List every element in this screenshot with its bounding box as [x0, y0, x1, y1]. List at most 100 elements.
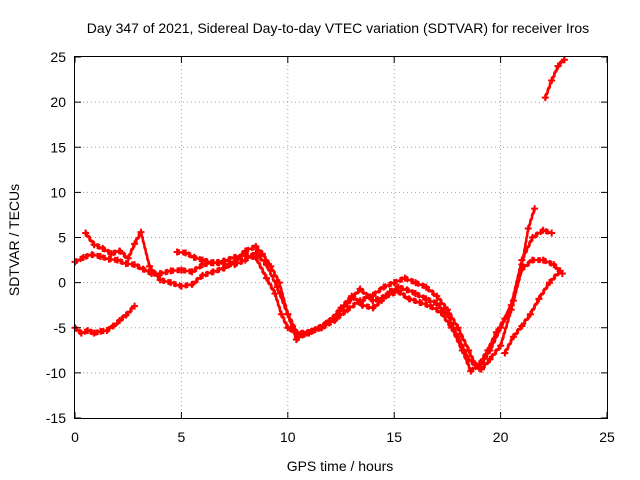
- data-point: [529, 256, 537, 264]
- data-series: [71, 302, 139, 337]
- x-tick-label: 15: [386, 429, 402, 445]
- x-tick-label: 10: [280, 429, 296, 445]
- data-point: [77, 329, 85, 337]
- data-point: [467, 367, 475, 375]
- data-point: [369, 304, 377, 312]
- data-point: [131, 261, 139, 269]
- data-point: [343, 306, 351, 314]
- data-point: [273, 283, 281, 291]
- data-point: [554, 62, 562, 70]
- data-point: [263, 274, 271, 282]
- y-axis-title: SDTVAR / TECUs: [6, 184, 22, 296]
- data-point: [139, 265, 147, 273]
- data-series: [71, 251, 566, 373]
- data-point: [337, 304, 345, 312]
- y-tick-label: 5: [58, 230, 66, 246]
- data-point: [190, 253, 198, 261]
- data-point: [556, 267, 564, 275]
- data-point: [507, 301, 515, 309]
- data-point: [443, 310, 451, 318]
- data-point: [369, 297, 377, 305]
- series-marker-band: [544, 60, 566, 101]
- x-tick-label: 20: [493, 429, 509, 445]
- data-series: [501, 267, 564, 357]
- data-point: [377, 297, 385, 305]
- data-point: [390, 279, 398, 287]
- data-point: [401, 274, 409, 282]
- data-point: [209, 259, 217, 267]
- chart-title: Day 347 of 2021, Sidereal Day-to-day VTE…: [87, 20, 589, 36]
- data-point: [137, 228, 145, 236]
- data-point: [145, 262, 153, 270]
- data-point: [131, 240, 139, 248]
- data-point: [326, 317, 334, 325]
- data-point: [497, 324, 505, 332]
- data-point: [103, 326, 111, 334]
- data-point: [316, 324, 324, 332]
- data-point: [122, 260, 130, 268]
- data-point: [97, 252, 105, 260]
- data-point: [156, 276, 164, 284]
- data-point: [88, 251, 96, 259]
- data-point: [82, 229, 90, 237]
- y-tick-label: 15: [50, 139, 66, 155]
- data-point: [433, 292, 441, 300]
- data-point: [394, 283, 402, 291]
- data-point: [107, 250, 115, 258]
- data-point: [116, 317, 124, 325]
- y-tick-label: 20: [50, 94, 66, 110]
- data-point: [116, 247, 124, 255]
- data-series: [173, 226, 556, 372]
- data-point: [252, 249, 260, 257]
- y-tick-label: -15: [46, 410, 66, 426]
- series-line: [73, 304, 136, 335]
- data-point: [548, 76, 556, 84]
- data-point: [358, 301, 366, 309]
- series-marker-band: [176, 227, 553, 368]
- data-point: [539, 256, 547, 264]
- data-point: [99, 244, 107, 252]
- series-marker-band: [176, 231, 553, 372]
- data-point: [548, 229, 556, 237]
- data-point: [405, 295, 413, 303]
- data-point: [529, 234, 537, 241]
- data-point: [386, 288, 394, 296]
- data-point: [486, 355, 494, 363]
- data-point: [277, 310, 285, 318]
- data-point: [209, 268, 217, 276]
- data-point: [535, 295, 543, 303]
- data-point: [518, 256, 526, 264]
- plot-frame: [74, 56, 608, 419]
- data-point: [97, 327, 105, 335]
- data-point: [80, 253, 88, 261]
- data-point: [114, 256, 122, 264]
- data-point: [122, 311, 130, 319]
- data-point: [546, 279, 554, 287]
- x-tick-label: 25: [599, 429, 615, 445]
- data-series: [541, 56, 568, 102]
- data-point: [109, 322, 117, 330]
- data-point: [356, 285, 364, 293]
- data-point: [348, 292, 356, 300]
- data-point: [422, 283, 430, 291]
- data-point: [188, 268, 196, 276]
- data-point: [199, 256, 207, 264]
- data-point: [105, 255, 113, 263]
- data-point: [526, 310, 534, 318]
- series-marker-band: [544, 56, 566, 97]
- data-point: [90, 329, 98, 337]
- y-tick-label: 0: [58, 275, 66, 291]
- data-point: [284, 324, 292, 332]
- x-tick-label: 5: [178, 429, 186, 445]
- ticks: [74, 56, 608, 419]
- data-point: [241, 256, 249, 264]
- data-point: [454, 333, 462, 341]
- data-point: [167, 279, 175, 287]
- data-point: [411, 279, 419, 287]
- data-point: [509, 333, 517, 341]
- data-point: [411, 289, 419, 297]
- data-point: [271, 289, 279, 297]
- data-point: [124, 254, 132, 262]
- tick-labels: 0 5 10 15 20 25 -15 -10 -5 0 5 10 15 20 25: [46, 49, 615, 445]
- data-point: [403, 286, 411, 294]
